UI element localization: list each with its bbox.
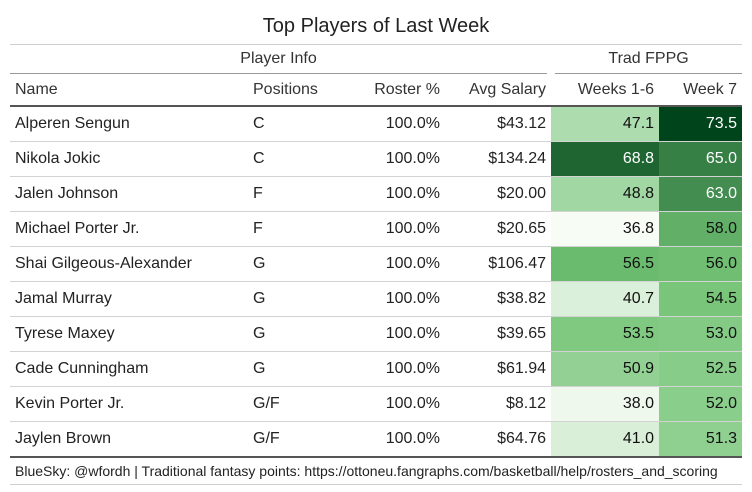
cell-week-7: 52.5 [659, 351, 743, 387]
spanner-row: Player Info Trad FPPG [10, 45, 743, 74]
cell-name: Michael Porter Jr. [10, 211, 248, 247]
cell-roster: 100.0% [342, 386, 445, 422]
col-header-name: Name [10, 73, 248, 107]
cell-positions: F [248, 176, 342, 212]
cell-weeks-1-6: 68.8 [551, 141, 660, 177]
cell-name: Nikola Jokic [10, 141, 248, 177]
cell-positions: G [248, 351, 342, 387]
cell-weeks-1-6: 47.1 [551, 106, 660, 142]
table-row: Tyrese Maxey G 100.0% $39.65 53.5 53.0 [10, 316, 743, 352]
cell-week-7: 65.0 [659, 141, 743, 177]
col-header-week-7: Week 7 [659, 73, 743, 107]
cell-salary: $39.65 [445, 316, 552, 352]
column-header-row: Name Positions Roster % Avg Salary Weeks… [10, 73, 743, 107]
footer-source-note: BlueSky: @wfordh | Traditional fantasy p… [10, 458, 742, 485]
table-row: Cade Cunningham G 100.0% $61.94 50.9 52.5 [10, 351, 743, 387]
table-container: Top Players of Last Week Player Info Tra… [10, 8, 743, 485]
cell-positions: G [248, 316, 342, 352]
cell-roster: 100.0% [342, 246, 445, 282]
cell-salary: $106.47 [445, 246, 552, 282]
spanner-trad-fppg: Trad FPPG [547, 45, 743, 74]
cell-roster: 100.0% [342, 176, 445, 212]
table-row: Alperen Sengun C 100.0% $43.12 47.1 73.5 [10, 106, 743, 142]
cell-name: Tyrese Maxey [10, 316, 248, 352]
players-table: Player Info Trad FPPG Name Positions Ros… [10, 45, 743, 458]
cell-name: Jamal Murray [10, 281, 248, 317]
cell-salary: $38.82 [445, 281, 552, 317]
table-body: Alperen Sengun C 100.0% $43.12 47.1 73.5 Nikol… [10, 106, 743, 458]
cell-weeks-1-6: 50.9 [551, 351, 660, 387]
cell-week-7: 53.0 [659, 316, 743, 352]
cell-weeks-1-6: 41.0 [551, 421, 660, 458]
cell-salary: $8.12 [445, 386, 552, 422]
cell-name: Jalen Johnson [10, 176, 248, 212]
cell-roster: 100.0% [342, 141, 445, 177]
cell-name: Kevin Porter Jr. [10, 386, 248, 422]
col-header-positions: Positions [248, 73, 342, 107]
cell-salary: $64.76 [445, 421, 552, 458]
table-row: Nikola Jokic C 100.0% $134.24 68.8 65.0 [10, 141, 743, 177]
cell-roster: 100.0% [342, 211, 445, 247]
cell-week-7: 56.0 [659, 246, 743, 282]
cell-weeks-1-6: 40.7 [551, 281, 660, 317]
cell-positions: G [248, 281, 342, 317]
cell-positions: G [248, 246, 342, 282]
cell-roster: 100.0% [342, 316, 445, 352]
cell-positions: F [248, 211, 342, 247]
cell-weeks-1-6: 56.5 [551, 246, 660, 282]
col-header-roster: Roster % [342, 73, 445, 107]
cell-positions: C [248, 141, 342, 177]
cell-positions: G/F [248, 386, 342, 422]
cell-salary: $134.24 [445, 141, 552, 177]
cell-salary: $20.65 [445, 211, 552, 247]
cell-roster: 100.0% [342, 351, 445, 387]
cell-name: Cade Cunningham [10, 351, 248, 387]
cell-name: Jaylen Brown [10, 421, 248, 458]
table-title: Top Players of Last Week [10, 8, 742, 45]
cell-roster: 100.0% [342, 281, 445, 317]
cell-week-7: 54.5 [659, 281, 743, 317]
cell-salary: $61.94 [445, 351, 552, 387]
cell-week-7: 51.3 [659, 421, 743, 458]
table-row: Shai Gilgeous-Alexander G 100.0% $106.47 56.… [10, 246, 743, 282]
cell-salary: $20.00 [445, 176, 552, 212]
table-row: Jalen Johnson F 100.0% $20.00 48.8 63.0 [10, 176, 743, 212]
table-row: Jaylen Brown G/F 100.0% $64.76 41.0 51.3 [10, 421, 743, 458]
cell-weeks-1-6: 53.5 [551, 316, 660, 352]
cell-week-7: 63.0 [659, 176, 743, 212]
spanner-player-info: Player Info [10, 45, 552, 74]
cell-name: Alperen Sengun [10, 106, 248, 142]
cell-weeks-1-6: 48.8 [551, 176, 660, 212]
cell-positions: G/F [248, 421, 342, 458]
cell-name: Shai Gilgeous-Alexander [10, 246, 248, 282]
cell-roster: 100.0% [342, 421, 445, 458]
cell-weeks-1-6: 36.8 [551, 211, 660, 247]
cell-weeks-1-6: 38.0 [551, 386, 660, 422]
cell-salary: $43.12 [445, 106, 552, 142]
cell-week-7: 73.5 [659, 106, 743, 142]
table-row: Jamal Murray G 100.0% $38.82 40.7 54.5 [10, 281, 743, 317]
col-header-weeks-1-6: Weeks 1-6 [551, 73, 660, 107]
table-row: Michael Porter Jr. F 100.0% $20.65 36.8 58.0 [10, 211, 743, 247]
cell-week-7: 52.0 [659, 386, 743, 422]
col-header-salary: Avg Salary [445, 73, 552, 107]
table-row: Kevin Porter Jr. G/F 100.0% $8.12 38.0 52.0 [10, 386, 743, 422]
cell-week-7: 58.0 [659, 211, 743, 247]
cell-positions: C [248, 106, 342, 142]
cell-roster: 100.0% [342, 106, 445, 142]
